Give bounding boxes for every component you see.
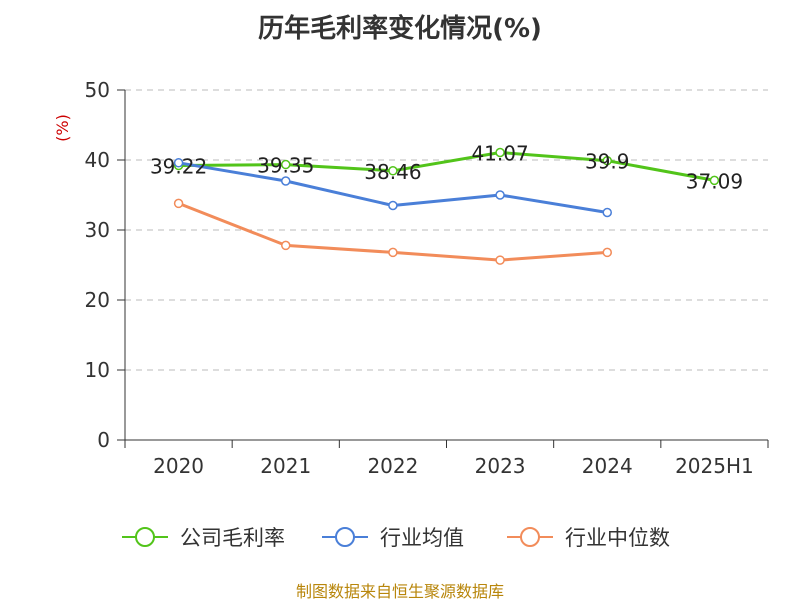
legend-marker [335,527,355,547]
data-point [173,198,184,209]
y-tick-label: 10 [85,358,110,382]
legend-label: 公司毛利率 [180,526,285,550]
data-point [388,200,398,211]
y-tick-label: 20 [85,288,110,312]
data-point [281,176,291,186]
data-point [173,158,184,168]
x-tick-label: 2025H1 [675,454,754,478]
legend: 公司毛利率 行业均值 行业中位数 [122,526,670,550]
x-tick-label: 2023 [475,454,526,478]
legend-marker [135,527,155,547]
data-point [495,190,505,200]
data-label: 38.46 [364,160,421,184]
legend-marker [520,527,540,547]
data-label: 41.07 [471,142,528,166]
data-labels: 39.22 39.35 38.46 41.07 39.9 37.09 [150,142,743,194]
data-point [388,166,398,176]
y-tick-label: 40 [85,148,110,172]
legend-label: 行业中位数 [565,526,670,550]
data-point [602,207,612,218]
data-label: 39.22 [150,154,207,178]
data-label: 39.35 [257,154,314,178]
data-point [709,175,720,186]
data-point [602,247,612,258]
data-label: 37.09 [686,169,743,193]
series-line-0 [178,151,715,182]
data-source-note: 制图数据来自恒生聚源数据库 [295,582,504,601]
y-tick-label: 0 [97,428,110,452]
chart-title: 历年毛利率变化情况(%) [258,14,542,44]
x-tick-label: 2024 [582,454,633,478]
data-point [495,255,505,265]
x-tick-label: 2020 [153,454,204,478]
y-tick-label: 30 [85,218,110,242]
x-tick-label: 2021 [260,454,311,478]
data-label: 39.9 [585,150,630,174]
series-layer [173,147,720,265]
data-point [281,159,291,170]
y-axis-unit-label: (%) [53,114,72,142]
y-tick-label: 50 [85,78,110,102]
x-tick-label: 2022 [367,454,418,478]
data-point [388,247,398,258]
data-point [495,147,505,158]
data-point [281,240,291,251]
grid-lines [125,89,768,371]
axes: 0 10 20 30 40 50 2020 2021 2022 2023 2024 2025H1 (%) [53,78,769,478]
legend-label: 行业均值 [380,526,464,550]
data-point [602,155,612,166]
